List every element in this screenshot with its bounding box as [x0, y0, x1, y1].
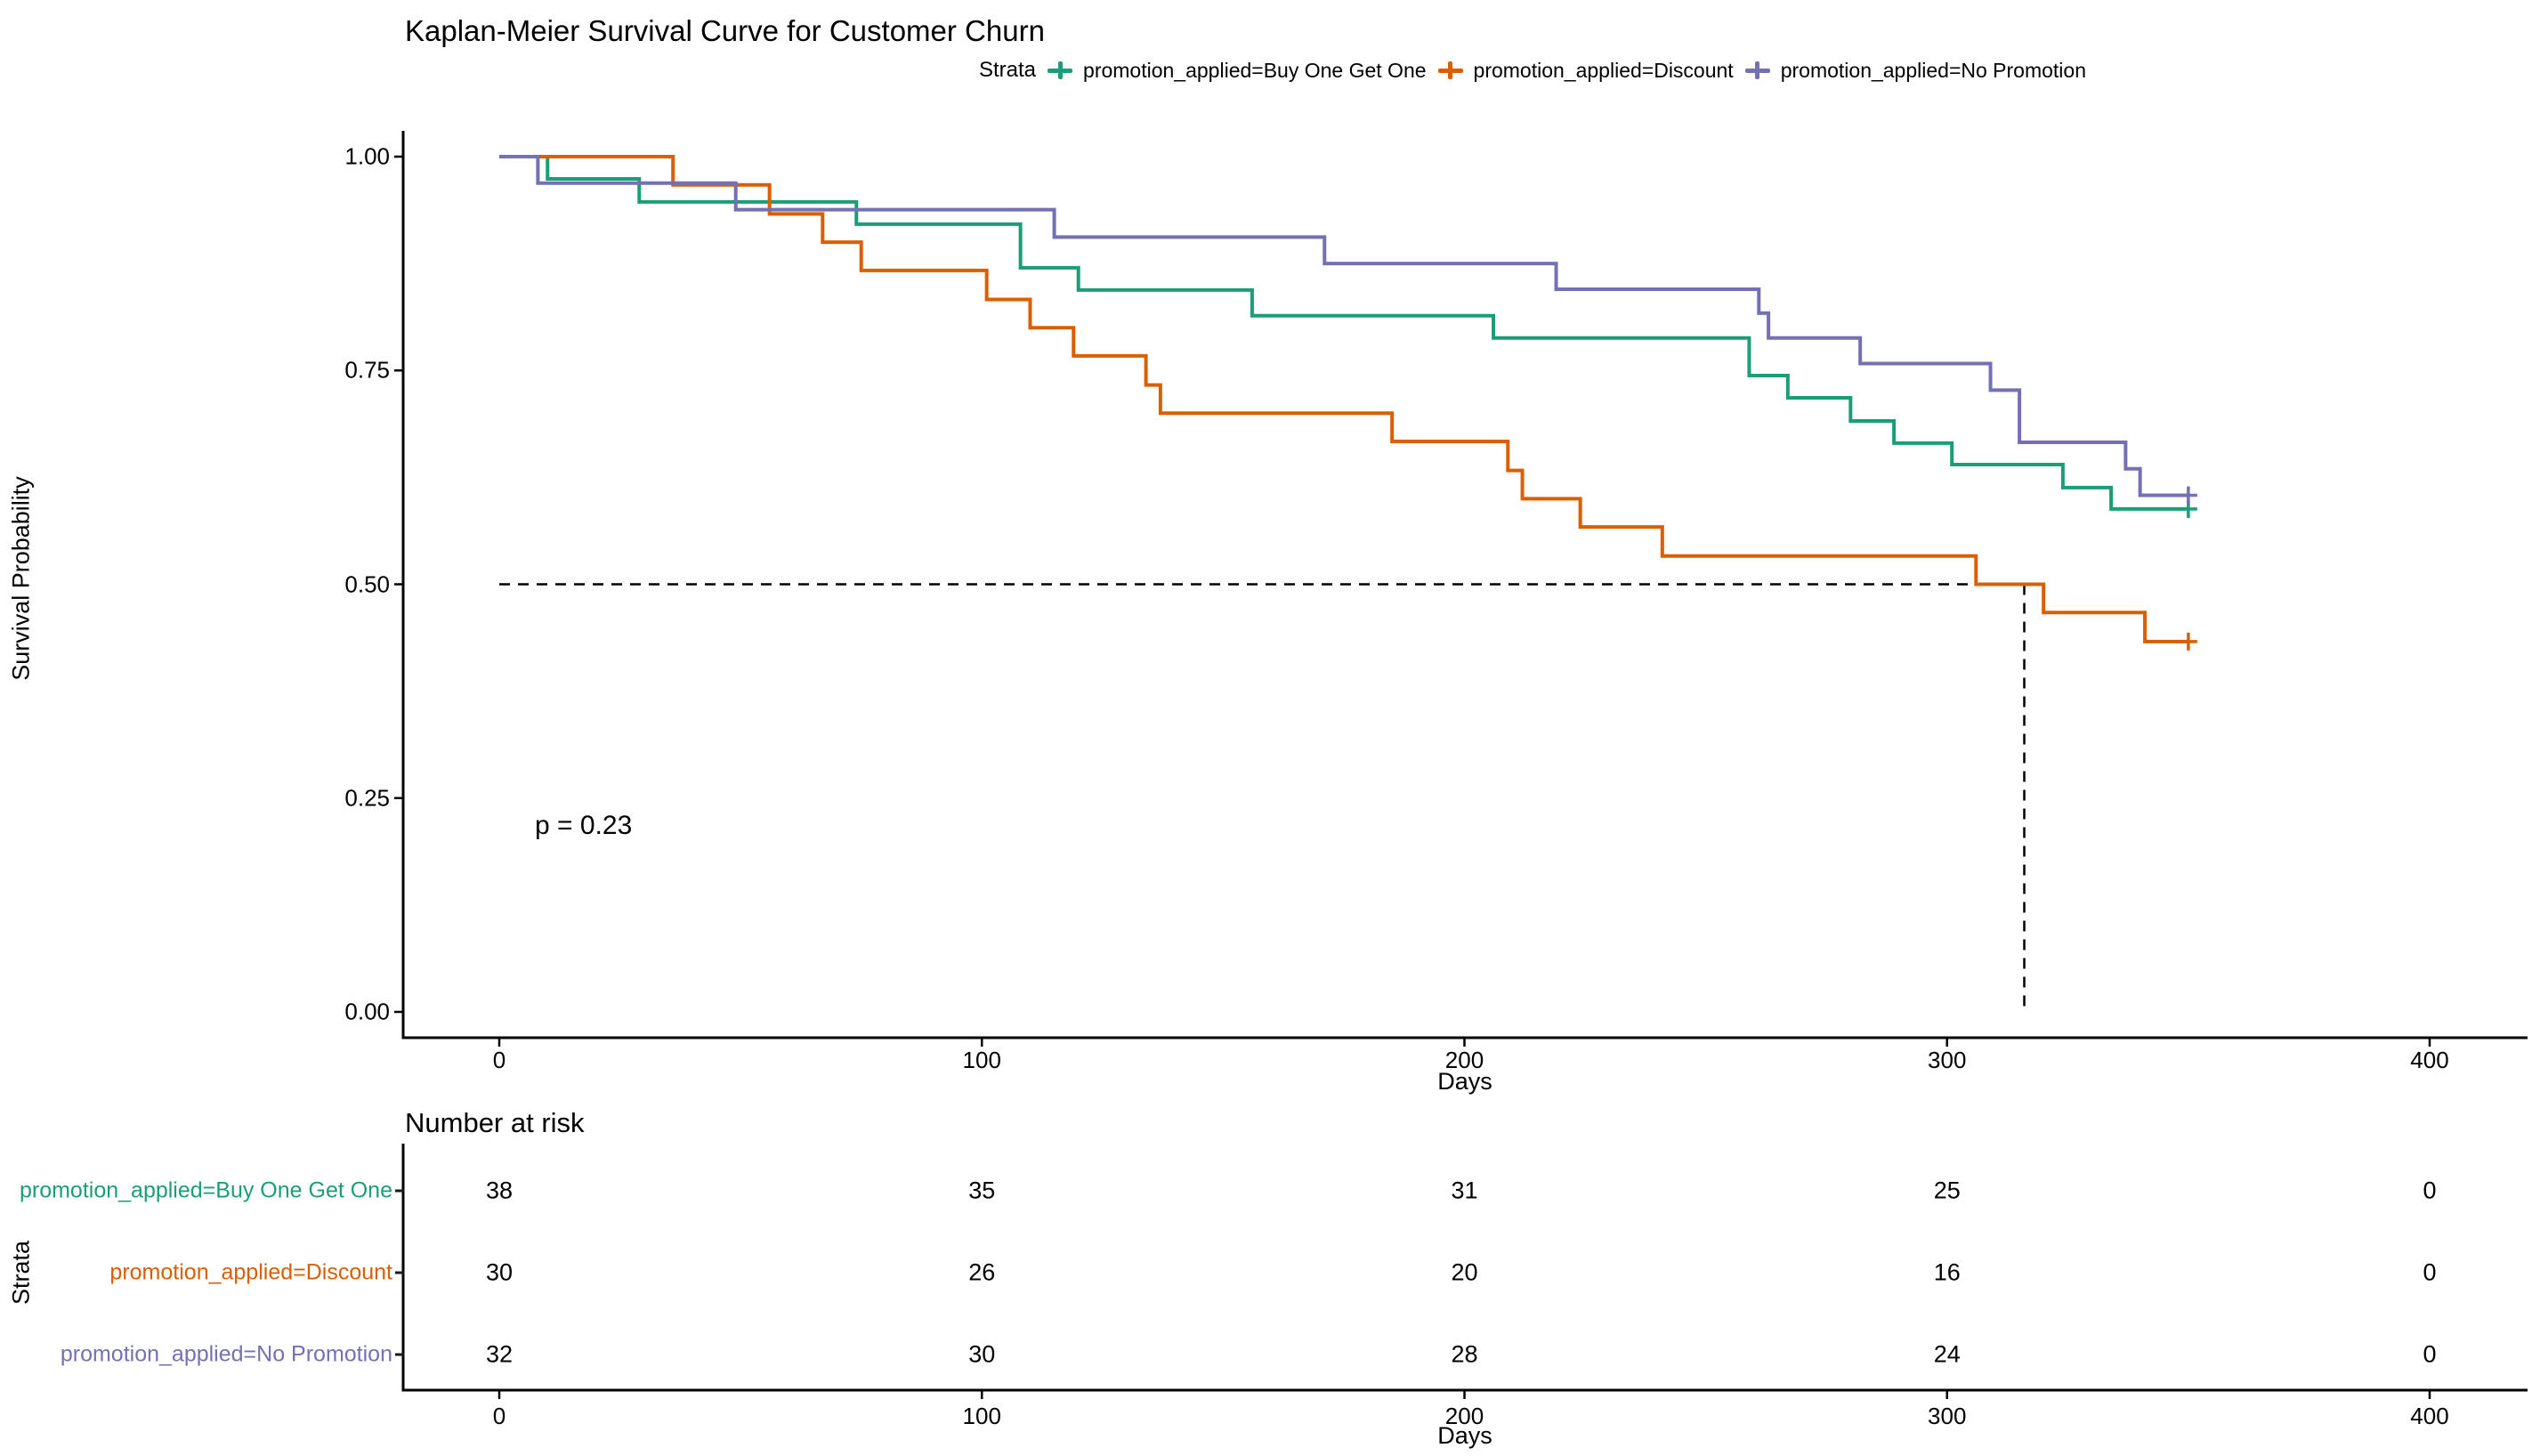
x-axis-title: Days: [1437, 1068, 1492, 1095]
legend-item-label: promotion_applied=No Promotion: [1780, 58, 2086, 82]
legend-item-label: promotion_applied=Discount: [1473, 58, 1734, 82]
chart-title: Kaplan-Meier Survival Curve for Customer…: [405, 14, 1045, 47]
risk-x-tick-label: 200: [1444, 1403, 1484, 1429]
row-tick-mark: [395, 1189, 404, 1193]
risk-count: 30: [485, 1258, 514, 1286]
risk-x-tick-label: 400: [2410, 1403, 2449, 1429]
legend-title: Strata: [979, 58, 1037, 82]
risk-x-axis-title: Days: [1437, 1422, 1492, 1449]
plus-marker-icon: [1437, 61, 1463, 80]
plus-marker-icon: [1048, 61, 1073, 80]
x-tick-label: 200: [1444, 1047, 1484, 1073]
risk-count: 0: [2423, 1177, 2437, 1204]
risk-row-label-no-promotion: promotion_applied=No Promotion: [60, 1341, 392, 1367]
risk-count: 28: [1451, 1340, 1478, 1368]
row-tick-mark: [395, 1353, 404, 1356]
x-tick-label: 0: [492, 1047, 506, 1073]
p-value-annotation: p = 0.23: [535, 811, 633, 840]
risk-row-label-discount: promotion_applied=Discount: [109, 1259, 392, 1285]
risk-x-tick-label: 100: [962, 1403, 1001, 1429]
legend-item-discount: promotion_applied=Discount: [1437, 58, 1734, 83]
risk-count: 31: [1451, 1177, 1478, 1204]
y-tick-label: 0.50: [344, 570, 390, 597]
plus-marker-icon: [1744, 61, 1770, 80]
y-tick-label: 0.25: [344, 784, 390, 812]
risk-count: 0: [2423, 1258, 2437, 1286]
risk-count: 25: [1933, 1177, 1961, 1204]
risk-count: 26: [968, 1258, 996, 1286]
risk-count: 35: [968, 1177, 996, 1204]
risk-x-tick-label: 0: [492, 1403, 506, 1429]
legend: Strata promotion_applied=Buy One Get One…: [979, 52, 2086, 89]
x-tick-label: 100: [962, 1047, 1001, 1073]
risk-count: 30: [968, 1340, 996, 1368]
risk-x-tick-label: 300: [1928, 1403, 1967, 1429]
legend-item-label: promotion_applied=Buy One Get One: [1083, 58, 1427, 82]
risk-table-title: Number at risk: [405, 1107, 585, 1138]
risk-count: 0: [2423, 1340, 2437, 1368]
risk-count: 32: [485, 1340, 514, 1368]
x-tick-label: 400: [2410, 1047, 2449, 1073]
risk-row-label-buy-one-get-one: promotion_applied=Buy One Get One: [19, 1177, 392, 1203]
legend-item-no-promotion: promotion_applied=No Promotion: [1744, 58, 2086, 83]
row-tick-mark: [395, 1271, 404, 1274]
risk-table-y-axis-title: Strata: [7, 1240, 35, 1306]
risk-count: 38: [485, 1177, 514, 1204]
y-tick-label: 0.00: [344, 998, 390, 1025]
risk-count: 24: [1933, 1340, 1961, 1368]
y-tick-label: 1.00: [344, 142, 390, 170]
risk-count: 16: [1933, 1258, 1961, 1286]
legend-item-buy-one-get-one: promotion_applied=Buy One Get One: [1048, 59, 1427, 83]
y-tick-label: 0.75: [344, 356, 390, 384]
x-tick-label: 300: [1928, 1047, 1967, 1073]
risk-count: 20: [1451, 1258, 1478, 1286]
